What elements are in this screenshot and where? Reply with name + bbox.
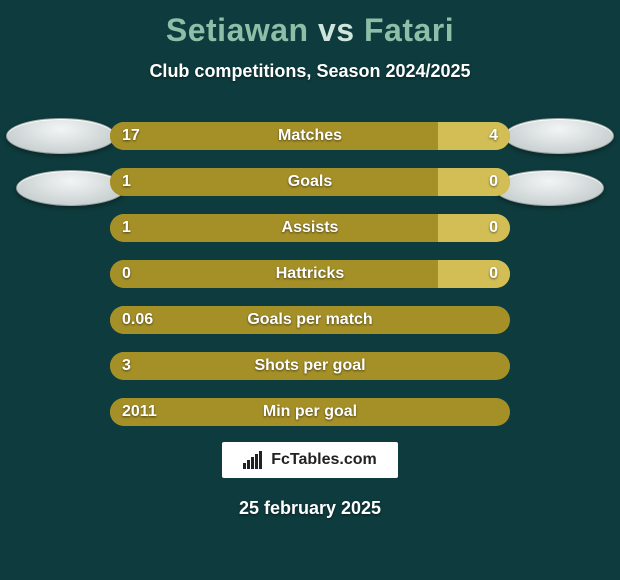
comparison-card: Setiawan vs Fatari Club competitions, Se… bbox=[0, 0, 620, 580]
stat-label: Goals bbox=[110, 168, 510, 196]
stat-rows: 174Matches 10Goals 10Assists 00Hattricks 0.0… bbox=[0, 122, 620, 426]
stat-row: 10Goals bbox=[110, 168, 510, 196]
stat-label: Matches bbox=[110, 122, 510, 150]
player-badge-4 bbox=[494, 170, 604, 206]
logo-bars-icon bbox=[243, 451, 265, 469]
title-vs: vs bbox=[318, 12, 355, 48]
logo-text: FcTables.com bbox=[271, 451, 377, 469]
stat-label: Min per goal bbox=[110, 398, 510, 426]
stat-label: Assists bbox=[110, 214, 510, 242]
subtitle: Club competitions, Season 2024/2025 bbox=[0, 61, 620, 82]
stat-row: 3Shots per goal bbox=[110, 352, 510, 380]
stat-row: 174Matches bbox=[110, 122, 510, 150]
player-badge-1 bbox=[6, 118, 116, 154]
title-player1: Setiawan bbox=[166, 12, 309, 48]
stat-label: Shots per goal bbox=[110, 352, 510, 380]
date: 25 february 2025 bbox=[0, 498, 620, 519]
stat-row: 00Hattricks bbox=[110, 260, 510, 288]
stat-row: 10Assists bbox=[110, 214, 510, 242]
title: Setiawan vs Fatari bbox=[0, 12, 620, 49]
stat-row: 2011Min per goal bbox=[110, 398, 510, 426]
stat-label: Goals per match bbox=[110, 306, 510, 334]
player-badge-2 bbox=[504, 118, 614, 154]
title-player2: Fatari bbox=[364, 12, 454, 48]
stat-row: 0.06Goals per match bbox=[110, 306, 510, 334]
fctables-logo: FcTables.com bbox=[220, 440, 400, 480]
stat-label: Hattricks bbox=[110, 260, 510, 288]
